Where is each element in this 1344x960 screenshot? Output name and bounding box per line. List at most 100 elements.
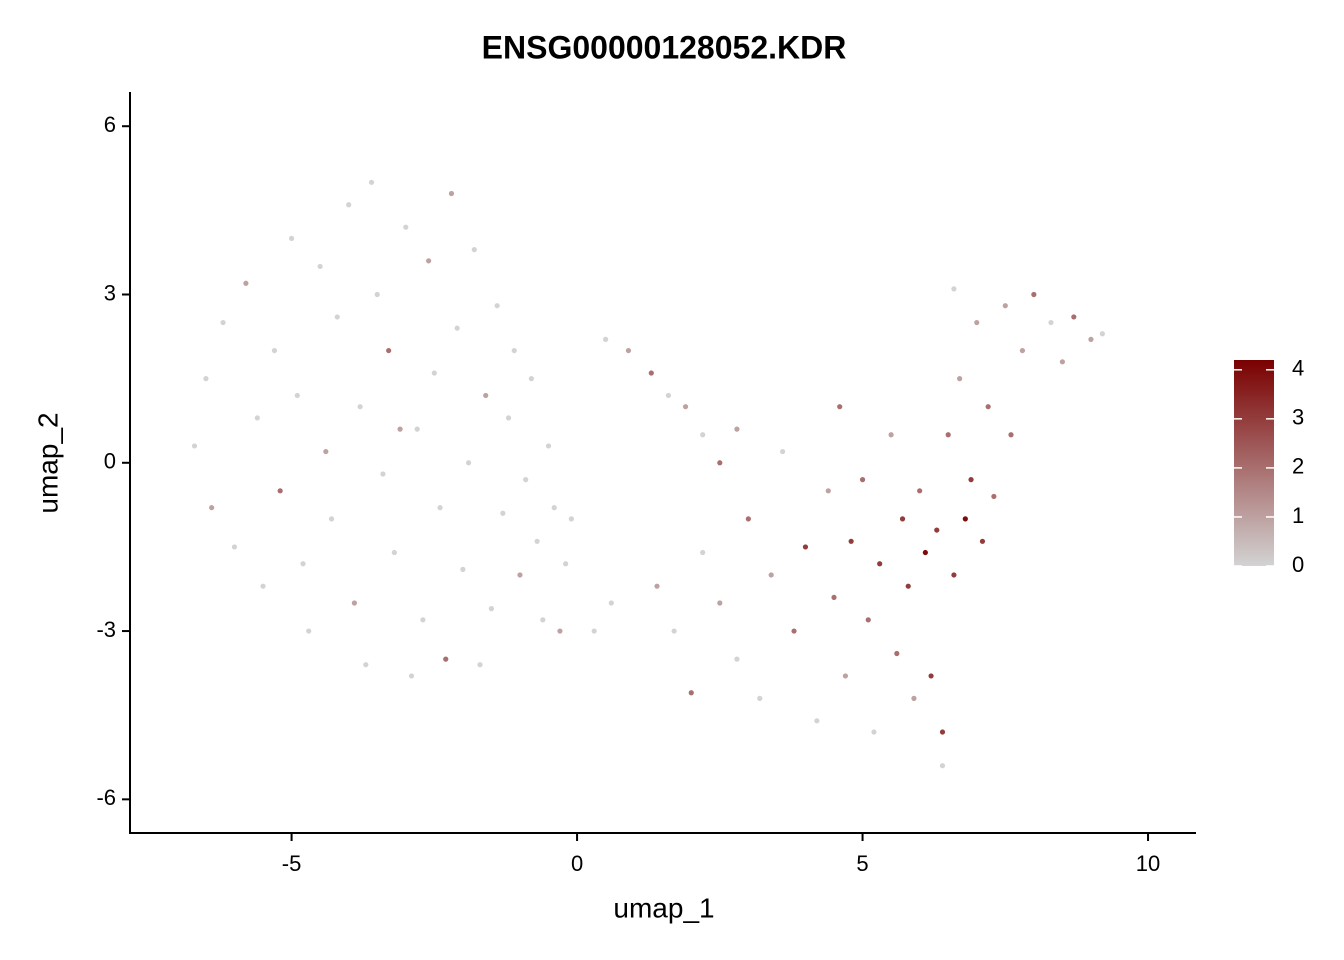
cell-point <box>951 572 957 578</box>
cell-point <box>363 662 369 668</box>
colorbar-tick-label: 0 <box>1292 552 1304 577</box>
y-tick-label: 0 <box>104 449 116 474</box>
cell-point <box>831 594 837 601</box>
cell-point <box>357 404 363 410</box>
x-tick-label: 5 <box>856 851 868 876</box>
cell-point <box>540 617 546 623</box>
chart-title: ENSG00000128052.KDR <box>482 29 847 65</box>
cell-point <box>209 505 215 511</box>
cell-point <box>1019 347 1026 354</box>
x-tick-label: 10 <box>1136 851 1160 876</box>
y-axis-title: umap_2 <box>32 412 63 513</box>
cell-point <box>877 561 883 567</box>
cell-point <box>391 549 397 556</box>
cell-point <box>625 347 632 354</box>
cell-point <box>905 583 911 589</box>
cell-point <box>922 549 928 556</box>
cell-point <box>397 426 403 432</box>
cell-point <box>271 347 278 354</box>
cell-point <box>528 376 534 382</box>
cell-point <box>991 493 997 500</box>
cell-point <box>294 392 300 399</box>
cell-point <box>780 448 786 455</box>
cell-point <box>443 656 449 662</box>
cell-point <box>277 488 283 494</box>
cell-point <box>431 370 437 376</box>
cell-point <box>437 505 443 511</box>
cell-point <box>802 544 809 550</box>
cell-point <box>939 763 946 769</box>
cell-point <box>414 426 420 432</box>
cell-point <box>231 544 238 550</box>
cell-point <box>203 376 209 382</box>
cell-point <box>1088 336 1094 342</box>
x-axis-title: umap_1 <box>613 892 714 923</box>
cell-point <box>260 583 266 589</box>
cell-point <box>757 695 763 701</box>
cell-point <box>288 235 295 242</box>
cell-point <box>346 202 352 208</box>
cell-point <box>974 319 980 326</box>
cell-point <box>968 477 974 483</box>
cell-point <box>899 516 906 522</box>
cell-point <box>745 516 751 522</box>
cell-point <box>682 404 689 410</box>
cell-point <box>300 561 306 567</box>
cell-point <box>717 600 723 606</box>
cell-point <box>334 314 340 320</box>
cell-point <box>734 656 740 662</box>
cell-point <box>603 336 609 342</box>
cell-point <box>1008 432 1014 438</box>
cell-point <box>483 392 489 399</box>
cell-point <box>374 291 380 298</box>
cell-point <box>911 695 917 701</box>
cell-point <box>488 606 495 612</box>
cell-point <box>917 488 923 494</box>
cell-point <box>505 415 512 421</box>
cell-point <box>534 538 540 544</box>
cell-point <box>648 370 654 376</box>
cell-point <box>500 510 506 516</box>
cell-point <box>957 376 963 382</box>
cell-point <box>939 729 946 735</box>
cell-point <box>471 247 477 253</box>
cell-point <box>545 443 552 449</box>
cell-point <box>671 628 677 634</box>
cell-point <box>220 319 226 326</box>
cell-point <box>380 471 386 477</box>
cell-point <box>951 286 957 292</box>
cell-point <box>568 516 574 522</box>
y-tick-label: 3 <box>104 280 116 305</box>
cell-point <box>945 432 951 438</box>
cell-point <box>842 673 849 679</box>
cell-point <box>591 628 597 634</box>
cell-point <box>979 538 986 544</box>
cell-point <box>859 477 866 483</box>
cell-point <box>323 448 329 455</box>
cell-point <box>1071 314 1077 320</box>
colorbar-tick-label: 1 <box>1292 503 1304 528</box>
cell-point <box>328 516 335 522</box>
y-tick-label: 6 <box>104 112 116 137</box>
cell-point <box>460 566 466 572</box>
cell-point <box>934 527 940 533</box>
colorbar <box>1234 360 1274 566</box>
cell-point <box>511 347 517 354</box>
cell-point <box>448 190 455 197</box>
cell-point <box>351 600 357 606</box>
cell-point <box>408 673 415 679</box>
colorbar-tick-label: 3 <box>1292 405 1304 430</box>
cell-point <box>254 415 260 421</box>
cell-point <box>1099 331 1105 337</box>
cell-point <box>665 392 672 399</box>
cell-point <box>494 303 500 309</box>
cell-point <box>306 628 312 634</box>
cell-point <box>700 549 706 556</box>
cell-point <box>928 673 934 679</box>
cell-point <box>888 432 894 438</box>
cell-point <box>608 600 614 606</box>
cell-point <box>791 628 797 634</box>
cell-point <box>477 662 483 668</box>
cell-point <box>465 460 472 466</box>
